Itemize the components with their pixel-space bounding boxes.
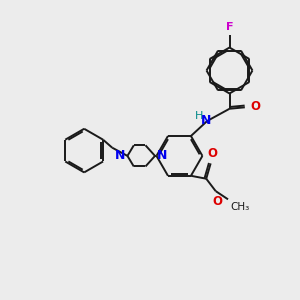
Text: N: N	[115, 149, 125, 162]
Text: O: O	[250, 100, 260, 113]
Text: O: O	[212, 195, 222, 208]
Text: H: H	[195, 111, 203, 121]
Text: CH₃: CH₃	[230, 202, 250, 212]
Text: N: N	[201, 114, 211, 127]
Text: O: O	[207, 147, 217, 160]
Text: F: F	[226, 22, 233, 32]
Text: N: N	[158, 149, 168, 162]
